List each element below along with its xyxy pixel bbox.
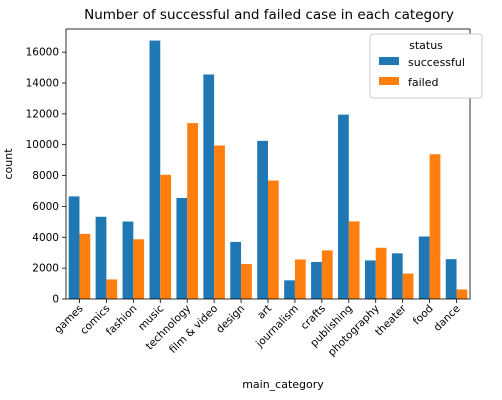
x-tick-label-art: art — [255, 303, 274, 322]
y-tick-label: 0 — [52, 294, 59, 306]
y-tick-label: 4000 — [32, 232, 59, 244]
bar-successful-publishing — [338, 115, 349, 299]
bar-successful-music — [149, 41, 160, 299]
y-tick-label: 12000 — [26, 108, 59, 120]
bar-successful-art — [257, 141, 268, 299]
bar-successful-technology — [176, 198, 187, 299]
bar-failed-games — [79, 234, 90, 299]
bar-failed-dance — [457, 289, 468, 299]
y-tick-label: 10000 — [26, 139, 59, 151]
bar-failed-fashion — [133, 239, 144, 299]
bar-successful-photography — [365, 260, 376, 299]
legend: status successful failed — [370, 34, 482, 98]
x-tick-label-theater: theater — [373, 302, 409, 338]
bar-successful-dance — [446, 259, 457, 299]
bar-successful-food — [419, 237, 430, 299]
y-tick-label: 2000 — [32, 263, 59, 275]
legend-label-successful: successful — [408, 56, 465, 69]
chart-title: Number of successful and failed case in … — [84, 7, 454, 23]
bar-successful-journalism — [284, 280, 295, 299]
x-tick-label-design: design — [214, 303, 247, 336]
bar-failed-publishing — [349, 221, 360, 299]
bar-failed-film-video — [214, 145, 225, 299]
bar-successful-theater — [392, 253, 403, 299]
bar-failed-crafts — [322, 250, 333, 299]
bar-failed-journalism — [295, 260, 306, 300]
bar-failed-food — [430, 154, 441, 299]
bar-successful-design — [230, 242, 241, 299]
bar-successful-crafts — [311, 262, 322, 299]
y-tick-label: 8000 — [32, 170, 59, 182]
bar-failed-art — [268, 181, 279, 299]
bar-failed-design — [241, 264, 252, 299]
bar-failed-photography — [376, 248, 387, 299]
x-tick-label-dance: dance — [432, 303, 463, 334]
bar-successful-fashion — [123, 222, 134, 299]
legend-label-failed: failed — [408, 76, 438, 89]
legend-swatch-failed — [379, 77, 399, 85]
bar-successful-games — [69, 196, 80, 299]
bar-failed-music — [160, 175, 171, 299]
bar-failed-comics — [106, 279, 117, 299]
bar-failed-technology — [187, 123, 198, 299]
legend-swatch-successful — [379, 57, 399, 65]
y-tick-label: 14000 — [26, 78, 59, 90]
x-axis-label: main_category — [242, 378, 324, 391]
bar-successful-comics — [96, 217, 107, 299]
y-axis-label: count — [2, 148, 15, 180]
bar-failed-theater — [403, 274, 414, 299]
bar-successful-film-video — [203, 75, 214, 299]
y-tick-label: 6000 — [32, 201, 59, 213]
legend-title: status — [409, 39, 443, 52]
y-tick-label: 16000 — [26, 47, 59, 59]
